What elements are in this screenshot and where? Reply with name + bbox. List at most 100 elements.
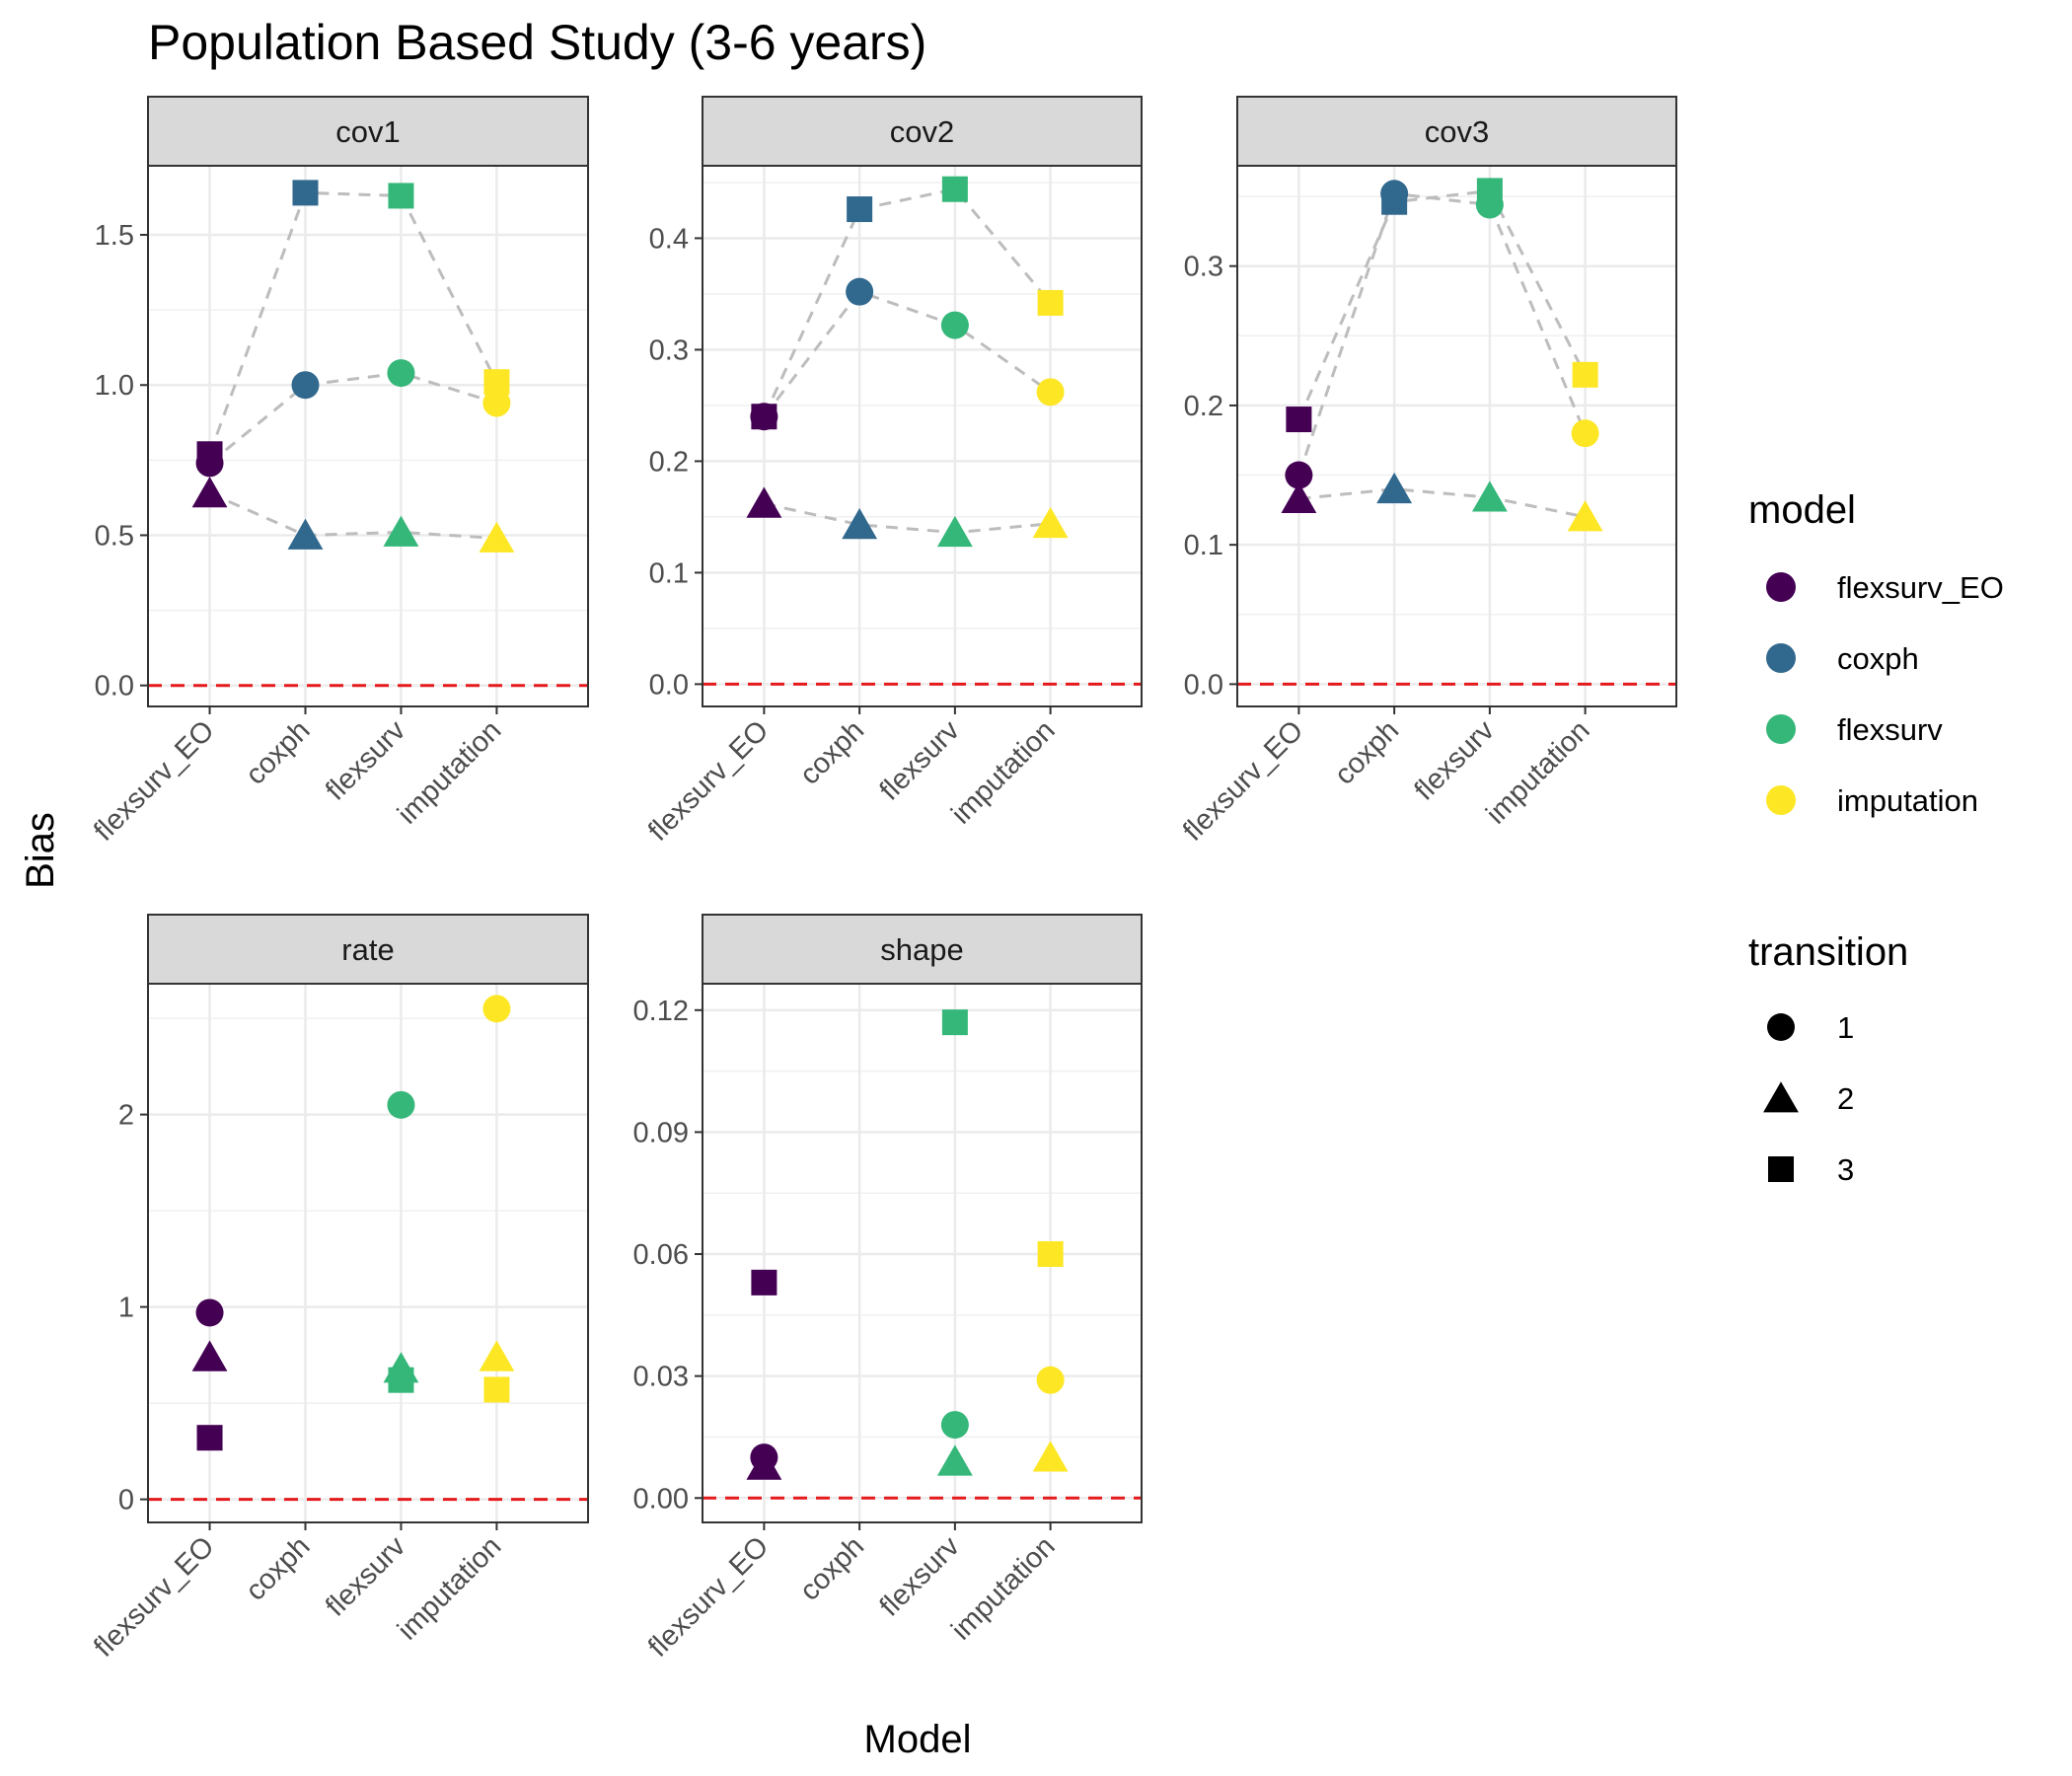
point-rate-flexsurv_EO-t2 [191,1340,228,1371]
series-connector-line-transition-3 [208,190,498,455]
point-cov2-flexsurv-t2 [936,515,973,548]
point-rate-imputation-t3 [483,1376,510,1403]
x-tick-label: imputation [945,1530,1061,1646]
x-tick-label: imputation [945,714,1061,830]
point-shape-flexsurv-t1 [940,1411,969,1440]
point-cov2-flexsurv-t3 [941,176,968,202]
point-cov2-flexsurv_EO-t3 [751,404,777,430]
legend-transition-label: 1 [1837,1010,1854,1045]
series-connector-line-transition-3 [763,187,1052,417]
y-tick-label: 0.5 [95,520,134,552]
point-shape-flexsurv_EO-t3 [751,1269,777,1295]
x-tick-label: flexsurv_EO [88,714,220,847]
legend-transition-key [1768,1156,1794,1182]
y-tick-label: 0.3 [1184,252,1223,283]
point-cov3-flexsurv_EO-t2 [1281,481,1317,513]
y-tick-label: 1.0 [95,370,134,402]
x-tick-label: imputation [392,714,507,830]
x-tick-label: flexsurv_EO [642,714,775,847]
point-shape-flexsurv-t3 [941,1009,968,1036]
point-cov3-flexsurv-t2 [1471,481,1508,512]
point-cov1-imputation-t1 [482,389,511,417]
legend-model-label: imputation [1837,783,1978,818]
x-tick-label: flexsurv [874,1530,967,1623]
point-shape-flexsurv_EO-t2 [746,1448,782,1480]
point-shape-imputation-t1 [1036,1366,1065,1394]
panel-cov2: 0.0 0.1 0.2 0.3 0.4 flexsurv_EO coxph flexsurvi… [642,96,1143,848]
legend-transition-title: transition [1748,930,1908,974]
point-cov2-coxph-t1 [846,277,874,306]
point-cov1-imputation-t2 [479,521,515,553]
legend-model-key [1766,785,1796,815]
point-cov3-flexsurv_EO-t1 [1285,461,1313,489]
point-cov1-flexsurv_EO-t3 [196,441,223,468]
x-tick-label: coxph [240,1530,316,1606]
y-tick-label: 0.0 [95,671,134,703]
y-tick-label: 0.4 [649,223,689,255]
legend-model-key [1766,572,1796,602]
legend-model-label: coxph [1837,641,1919,676]
facet-strip [1236,96,1677,167]
x-tick-label: imputation [1480,714,1595,830]
point-cov3-imputation-t3 [1572,361,1598,388]
series-connector-line-transition-3 [1297,188,1587,420]
point-cov3-imputation-t1 [1571,419,1599,448]
legend-transition-label: 3 [1837,1152,1854,1187]
point-shape-flexsurv-t2 [936,1444,973,1476]
point-rate-imputation-t2 [479,1340,515,1371]
y-tick-label: 1 [118,1293,134,1324]
x-tick-label: flexsurv_EO [88,1530,220,1663]
legend-transition: transition 1 2 3 [1748,930,1908,1187]
facet-strip-label: rate [341,932,394,967]
series-connector-line-transition-1 [208,371,497,465]
point-cov2-imputation-t1 [1036,378,1065,407]
point-cov1-coxph-t2 [287,518,324,550]
point-cov1-coxph-t1 [291,371,320,400]
point-cov3-flexsurv-t3 [1476,178,1503,204]
y-tick-label: 2 [118,1100,134,1132]
x-tick-label: flexsurv [320,1530,412,1623]
point-cov1-flexsurv-t2 [383,515,419,547]
y-tick-label: 0.1 [1184,530,1223,561]
y-tick-label: 0.09 [633,1117,689,1148]
point-rate-flexsurv-t3 [388,1367,414,1393]
point-rate-flexsurv-t1 [387,1090,415,1119]
point-shape-imputation-t2 [1032,1441,1069,1472]
legend-model-key [1766,714,1796,744]
point-cov3-imputation-t2 [1567,500,1603,532]
y-axis-title: Bias [19,812,62,889]
x-tick-label: coxph [794,714,870,790]
point-cov2-coxph-t3 [847,196,873,223]
series-connector-line-transition-2 [208,491,497,541]
point-rate-flexsurv_EO-t1 [195,1298,224,1327]
facet-strip [147,96,589,167]
series-connector-line-transition-2 [1298,487,1586,519]
facet-strip-label: cov2 [890,114,954,149]
x-tick-label: flexsurv [320,714,412,807]
point-shape-imputation-t3 [1037,1241,1064,1268]
facet-strip [147,914,589,985]
panel-shape: 0.00 0.03 0.06 0.09 0.12 flexsurv_EO coxph flex… [633,914,1143,1664]
point-rate-imputation-t1 [482,995,511,1023]
x-tick-label: coxph [1329,714,1405,790]
legend-model-key [1766,643,1796,673]
series-connector-line-transition-1 [1296,191,1587,477]
legend-model-label: flexsurv [1837,712,1943,747]
facet-strip [702,96,1143,167]
legend-transition-key [1767,1013,1795,1041]
panel-cov1: 0.0 0.5 1.0 1.5 flexsurv_EO coxph flexsurvimpu… [88,96,589,848]
series-connector-line-transition-2 [764,501,1051,535]
y-tick-label: 0.2 [649,446,689,478]
y-tick-label: 0.00 [633,1483,689,1515]
point-cov3-flexsurv_EO-t3 [1286,407,1312,433]
panel-background [703,166,1142,706]
x-tick-label: coxph [240,714,316,790]
facet-strip-label: cov1 [335,114,400,149]
y-tick-label: 0.03 [633,1362,689,1393]
series-connector-line-transition-1 [763,289,1052,418]
x-axis-title: Model [864,1718,972,1761]
